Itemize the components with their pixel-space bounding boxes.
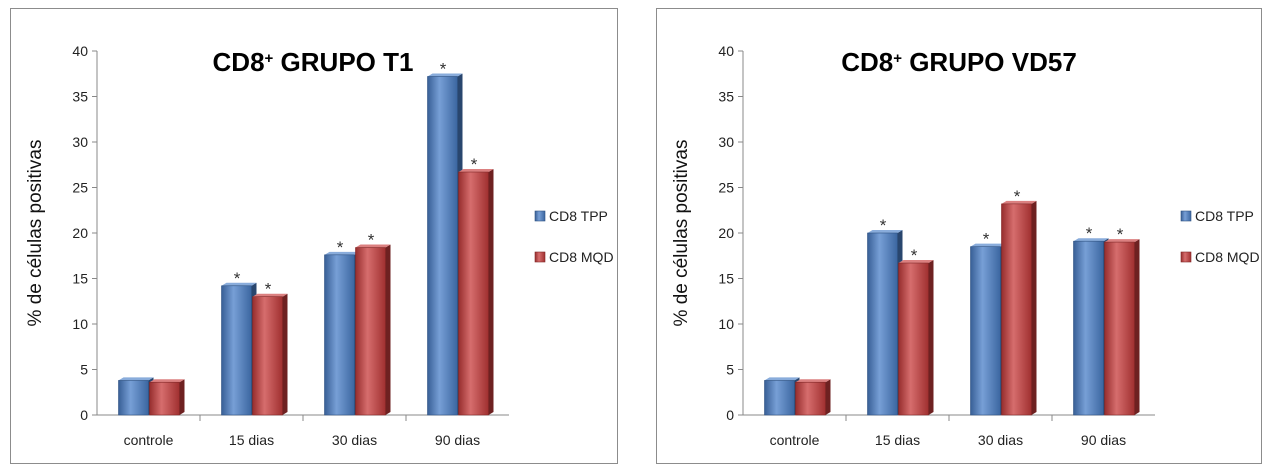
bar-side bbox=[488, 169, 494, 415]
bar-cd8-mqd bbox=[1104, 241, 1135, 416]
significance-marker: * bbox=[1117, 225, 1124, 244]
bar-top bbox=[324, 251, 360, 255]
x-tick-label: controle bbox=[124, 432, 174, 448]
significance-marker: * bbox=[471, 155, 478, 174]
bar-top bbox=[355, 244, 391, 248]
y-tick-label: 20 bbox=[718, 225, 734, 241]
legend-swatch bbox=[534, 251, 546, 263]
bar-cd8-mqd bbox=[252, 296, 283, 416]
y-axis-label: % de células positivas bbox=[671, 140, 692, 327]
bar-cd8-tpp bbox=[867, 232, 898, 416]
bar-cd8-tpp bbox=[118, 380, 149, 416]
chart-vd57: CD8+ GRUPO VD57 % de células positivas 0 5 1… bbox=[671, 43, 1260, 448]
bar-side bbox=[1031, 200, 1037, 415]
y-tick-label: 0 bbox=[726, 407, 734, 423]
bar-cd8-tpp bbox=[324, 254, 355, 416]
bar-top bbox=[427, 73, 463, 77]
x-tick-label: 15 dias bbox=[229, 432, 274, 448]
bar-top bbox=[252, 293, 288, 297]
bar-top bbox=[1001, 200, 1037, 204]
y-tick-label: 40 bbox=[72, 43, 88, 59]
significance-marker: * bbox=[911, 246, 918, 265]
legend-swatch bbox=[1180, 210, 1192, 222]
bar-side bbox=[179, 379, 185, 415]
bar-side bbox=[825, 379, 831, 415]
y-tick-label: 5 bbox=[726, 362, 734, 378]
bar-cd8-tpp bbox=[764, 380, 795, 416]
bar-side bbox=[928, 260, 934, 415]
y-tick-label: 20 bbox=[72, 225, 88, 241]
significance-marker: * bbox=[983, 230, 990, 249]
bar-top bbox=[149, 379, 185, 383]
bar-cd8-mqd bbox=[898, 262, 929, 416]
significance-marker: * bbox=[440, 59, 447, 78]
legend-label: CD8 TPP bbox=[1195, 208, 1254, 224]
bar-side bbox=[282, 293, 288, 415]
y-tick-label: 10 bbox=[72, 316, 88, 332]
bar-top bbox=[764, 377, 800, 381]
bar-side bbox=[385, 244, 391, 415]
bar-top bbox=[867, 230, 903, 233]
significance-marker: * bbox=[1014, 187, 1021, 206]
significance-marker: * bbox=[1086, 224, 1093, 243]
y-tick-label: 40 bbox=[718, 43, 734, 59]
bar-cd8-mqd bbox=[355, 247, 386, 416]
bar-top bbox=[118, 377, 154, 381]
y-tick-label: 15 bbox=[72, 271, 88, 287]
legend-swatch bbox=[534, 210, 546, 222]
y-tick-label: 35 bbox=[718, 89, 734, 105]
y-axis-label: % de células positivas bbox=[25, 140, 46, 327]
significance-marker: * bbox=[880, 216, 887, 235]
bar-cd8-tpp bbox=[1073, 240, 1104, 416]
bar-cd8-mqd bbox=[149, 381, 180, 416]
bar-top bbox=[458, 169, 494, 173]
legend-label: CD8 MQD bbox=[1195, 249, 1260, 265]
y-tick-label: 15 bbox=[718, 271, 734, 287]
x-tick-label: 90 dias bbox=[435, 432, 480, 448]
bar-side bbox=[1134, 239, 1140, 415]
bar-cd8-tpp bbox=[970, 246, 1001, 416]
bar-top bbox=[221, 282, 257, 286]
bar-top bbox=[898, 260, 934, 264]
x-tick-label: 90 dias bbox=[1081, 432, 1126, 448]
bar-top bbox=[970, 243, 1006, 247]
y-tick-label: 30 bbox=[718, 134, 734, 150]
legend-label: CD8 TPP bbox=[549, 208, 608, 224]
x-tick-label: controle bbox=[770, 432, 820, 448]
chart-panel-t1: CD8+ GRUPO T1 % de células positivas 0 5 10 1… bbox=[10, 8, 618, 464]
x-tick-label: 30 dias bbox=[978, 432, 1023, 448]
chart-t1: CD8+ GRUPO T1 % de células positivas 0 5 10 1… bbox=[25, 43, 614, 448]
bar-cd8-mqd bbox=[1001, 203, 1032, 416]
x-tick-label: 30 dias bbox=[332, 432, 377, 448]
bar-top bbox=[1104, 239, 1140, 243]
significance-marker: * bbox=[368, 231, 375, 250]
chart-title: CD8+ GRUPO VD57 bbox=[841, 47, 1077, 77]
y-tick-label: 30 bbox=[72, 134, 88, 150]
y-tick-label: 25 bbox=[72, 180, 88, 196]
y-tick-label: 5 bbox=[80, 362, 88, 378]
bar-top bbox=[1073, 238, 1109, 242]
legend-swatch bbox=[1180, 251, 1192, 263]
bar-cd8-tpp bbox=[221, 285, 252, 416]
bar-cd8-mqd bbox=[795, 381, 826, 416]
chart-panel-vd57: CD8+ GRUPO VD57 % de células positivas 0 5 1… bbox=[656, 8, 1262, 464]
y-tick-label: 10 bbox=[718, 316, 734, 332]
significance-marker: * bbox=[337, 238, 344, 257]
bar-top bbox=[795, 379, 831, 383]
significance-marker: * bbox=[234, 269, 241, 288]
y-tick-label: 25 bbox=[718, 180, 734, 196]
bar-cd8-tpp bbox=[427, 76, 458, 416]
bar-cd8-mqd bbox=[458, 171, 489, 416]
chart-title: CD8+ GRUPO T1 bbox=[213, 47, 414, 77]
x-tick-label: 15 dias bbox=[875, 432, 920, 448]
y-tick-label: 35 bbox=[72, 89, 88, 105]
legend-label: CD8 MQD bbox=[549, 249, 614, 265]
significance-marker: * bbox=[265, 280, 272, 299]
y-tick-label: 0 bbox=[80, 407, 88, 423]
